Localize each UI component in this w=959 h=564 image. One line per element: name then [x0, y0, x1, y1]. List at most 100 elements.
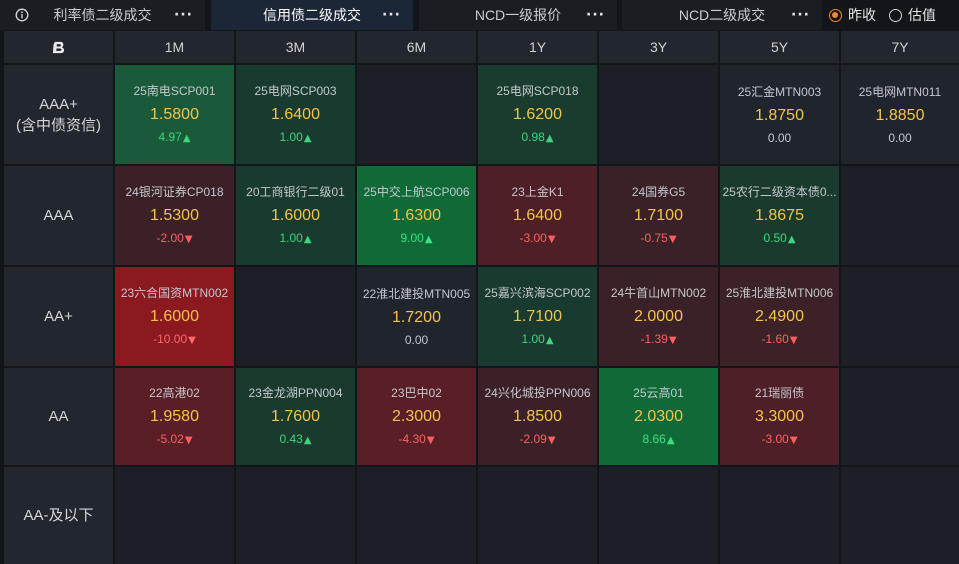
up-triangle-icon: ▲ [666, 434, 675, 446]
bond-change: -1.39▼ [640, 331, 676, 349]
bond-cell[interactable]: 25云高01 2.0300 8.66▲ [599, 368, 718, 465]
bond-change: 0.50▲ [763, 230, 795, 248]
empty-cell [357, 467, 476, 564]
bond-change: 0.43▲ [279, 431, 311, 449]
radio-valuation[interactable]: 估值 [889, 5, 936, 25]
tenor-header-5y: 5Y [720, 31, 839, 63]
market-tab-bar: 利率债二级成交 ··· 信用债二级成交 ··· NCD一级报价 ··· NCD二… [0, 0, 959, 30]
bond-name: 23上金K1 [511, 184, 564, 199]
bond-cell[interactable]: 20工商银行二级01 1.6000 1.00▲ [236, 166, 355, 265]
rating-label: AA-及以下 [4, 467, 113, 564]
bond-cell[interactable]: 21瑞丽债 3.3000 -3.00▼ [720, 368, 839, 465]
bond-name: 23金龙湖PPN004 [248, 385, 343, 400]
bond-cell[interactable]: 23上金K1 1.6400 -3.00▼ [478, 166, 597, 265]
bond-cell[interactable]: 23六合国资MTN002 1.6000 -10.00▼ [115, 267, 234, 366]
bond-cell[interactable]: 24国券G5 1.7100 -0.75▼ [599, 166, 718, 265]
bond-cell[interactable]: 25南电SCP001 1.5800 4.97▲ [115, 65, 234, 164]
bond-change: 1.00▲ [279, 230, 311, 248]
bond-cell[interactable]: 23金龙湖PPN004 1.7600 0.43▲ [236, 368, 355, 465]
empty-cell [599, 467, 718, 564]
tab-credit-secondary-trades[interactable]: 信用债二级成交 ··· [211, 0, 413, 30]
bond-name: 25淮北建投MTN006 [725, 285, 834, 300]
radio-prev-close[interactable]: 昨收 [829, 5, 876, 25]
tenor-header-1m: 1M [115, 31, 234, 63]
bond-yield: 1.7100 [513, 307, 562, 325]
bond-change: -10.00▼ [153, 331, 196, 349]
up-triangle-icon: ▲ [424, 233, 433, 245]
radio-circle-icon[interactable] [829, 8, 842, 22]
more-options-button[interactable]: ··· [382, 7, 401, 23]
bond-name: 25南电SCP001 [133, 83, 216, 98]
bond-yield: 1.6000 [271, 206, 320, 224]
change-value: 0.43 [279, 431, 303, 446]
bond-cell[interactable]: 25电网MTN011 1.8850 0.00 [841, 65, 959, 164]
bond-cell[interactable]: 23巴中02 2.3000 -4.30▼ [357, 368, 476, 465]
bond-change: 0.00 [405, 332, 428, 348]
tab-ncd-secondary-trades[interactable]: NCD二级成交 ··· [622, 0, 822, 30]
change-value: -5.02 [156, 431, 184, 446]
up-triangle-icon: ▲ [787, 233, 796, 245]
change-value: 0.00 [888, 130, 912, 145]
change-value: -0.75 [640, 230, 668, 245]
bond-name: 23六合国资MTN002 [120, 285, 229, 300]
up-triangle-icon: ▲ [545, 132, 554, 144]
empty-cell [841, 368, 959, 465]
bond-name: 25电网SCP018 [496, 83, 579, 98]
empty-cell [841, 267, 959, 366]
bond-change: 1.00▲ [279, 129, 311, 147]
down-triangle-icon: ▼ [789, 434, 798, 446]
more-options-button[interactable]: ··· [174, 7, 193, 23]
bond-cell[interactable]: 25淮北建投MTN006 2.4900 -1.60▼ [720, 267, 839, 366]
bond-name: 25电网SCP003 [254, 83, 337, 98]
tenor-header-3y: 3Y [599, 31, 718, 63]
bond-yield: 1.6200 [513, 105, 562, 123]
matrix-corner [4, 31, 113, 63]
bond-cell[interactable]: 25中交上航SCP006 1.6300 9.00▲ [357, 166, 476, 265]
change-value: -3.00 [519, 230, 547, 245]
bond-name: 25嘉兴滨海SCP002 [484, 285, 591, 300]
empty-cell [720, 467, 839, 564]
up-triangle-icon: ▲ [303, 434, 312, 446]
more-options-button[interactable]: ··· [791, 7, 810, 23]
change-value: 0.50 [763, 230, 787, 245]
bond-cell[interactable]: 22高港02 1.9580 -5.02▼ [115, 368, 234, 465]
change-value: 4.97 [158, 129, 182, 144]
tab-ncd-primary-quotes[interactable]: NCD一级报价 ··· [419, 0, 617, 30]
bond-cell[interactable]: 24银河证券CP018 1.5300 -2.00▼ [115, 166, 234, 265]
bond-name: 25中交上航SCP006 [363, 184, 470, 199]
bond-change: -1.60▼ [761, 331, 797, 349]
bond-cell[interactable]: 25农行二级资本债0... 1.8675 0.50▲ [720, 166, 839, 265]
bond-yield: 1.5800 [150, 105, 199, 123]
bond-change: -5.02▼ [156, 431, 192, 449]
more-options-button[interactable]: ··· [586, 7, 605, 23]
bond-yield: 2.4900 [755, 307, 804, 325]
tenor-header-6m: 6M [357, 31, 476, 63]
down-triangle-icon: ▼ [547, 233, 556, 245]
bond-name: 23巴中02 [391, 385, 442, 400]
change-value: -2.00 [156, 230, 184, 245]
bond-cell[interactable]: 24兴化城投PPN006 1.8500 -2.09▼ [478, 368, 597, 465]
bond-yield: 1.5300 [150, 206, 199, 224]
bond-cell[interactable]: 24牛首山MTN002 2.0000 -1.39▼ [599, 267, 718, 366]
change-value: 0.00 [767, 130, 792, 145]
bond-cell[interactable]: 25电网SCP018 1.6200 0.98▲ [478, 65, 597, 164]
bond-yield: 1.7600 [271, 407, 320, 425]
bond-name: 22淮北建投MTN005 [362, 286, 471, 301]
radio-circle-icon[interactable] [889, 8, 902, 22]
radio-label: 昨收 [848, 7, 876, 23]
bond-cell[interactable]: 25嘉兴滨海SCP002 1.7100 1.00▲ [478, 267, 597, 366]
empty-cell [236, 267, 355, 366]
bond-change: -2.00▼ [156, 230, 192, 248]
change-value: 0.00 [404, 332, 429, 347]
tab-label: NCD二级成交 [678, 7, 766, 23]
bond-cell[interactable]: 25汇金MTN003 1.8750 0.00 [720, 65, 839, 164]
info-circle-icon[interactable] [15, 8, 29, 22]
down-triangle-icon: ▼ [184, 233, 193, 245]
bond-yield: 1.8500 [513, 407, 562, 425]
bond-cell[interactable]: 22淮北建投MTN005 1.7200 0.00 [357, 267, 476, 366]
tab-rates-secondary-trades[interactable]: 利率债二级成交 ··· [0, 0, 205, 30]
down-triangle-icon: ▼ [188, 334, 196, 346]
bond-name: 24牛首山MTN002 [610, 285, 707, 300]
bond-cell[interactable]: 25电网SCP003 1.6400 1.00▲ [236, 65, 355, 164]
tab-label: NCD一级报价 [474, 7, 562, 23]
